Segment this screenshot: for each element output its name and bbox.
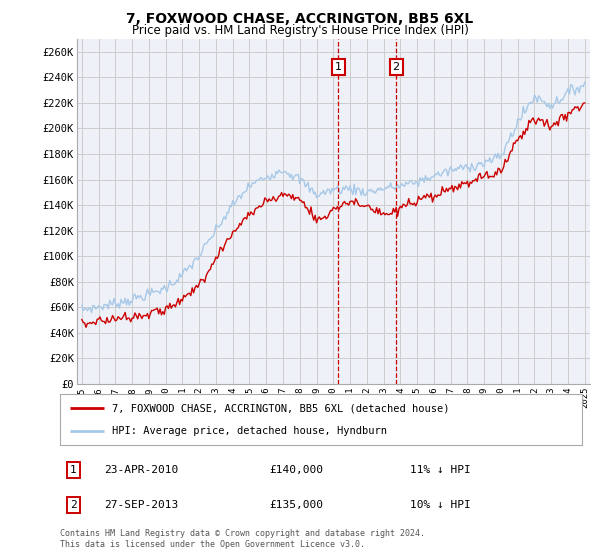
Text: Price paid vs. HM Land Registry's House Price Index (HPI): Price paid vs. HM Land Registry's House … <box>131 24 469 37</box>
Text: 7, FOXWOOD CHASE, ACCRINGTON, BB5 6XL: 7, FOXWOOD CHASE, ACCRINGTON, BB5 6XL <box>127 12 473 26</box>
Text: £140,000: £140,000 <box>269 465 323 475</box>
Text: Contains HM Land Registry data © Crown copyright and database right 2024.
This d: Contains HM Land Registry data © Crown c… <box>60 529 425 549</box>
Text: £135,000: £135,000 <box>269 500 323 510</box>
Text: 23-APR-2010: 23-APR-2010 <box>104 465 179 475</box>
Text: 27-SEP-2013: 27-SEP-2013 <box>104 500 179 510</box>
Text: 1: 1 <box>70 465 76 475</box>
Text: 2: 2 <box>70 500 76 510</box>
Text: 2: 2 <box>392 62 400 72</box>
Text: 7, FOXWOOD CHASE, ACCRINGTON, BB5 6XL (detached house): 7, FOXWOOD CHASE, ACCRINGTON, BB5 6XL (d… <box>112 403 450 413</box>
Text: 1: 1 <box>335 62 342 72</box>
Text: 10% ↓ HPI: 10% ↓ HPI <box>410 500 470 510</box>
Text: 11% ↓ HPI: 11% ↓ HPI <box>410 465 470 475</box>
Text: HPI: Average price, detached house, Hyndburn: HPI: Average price, detached house, Hynd… <box>112 426 387 436</box>
